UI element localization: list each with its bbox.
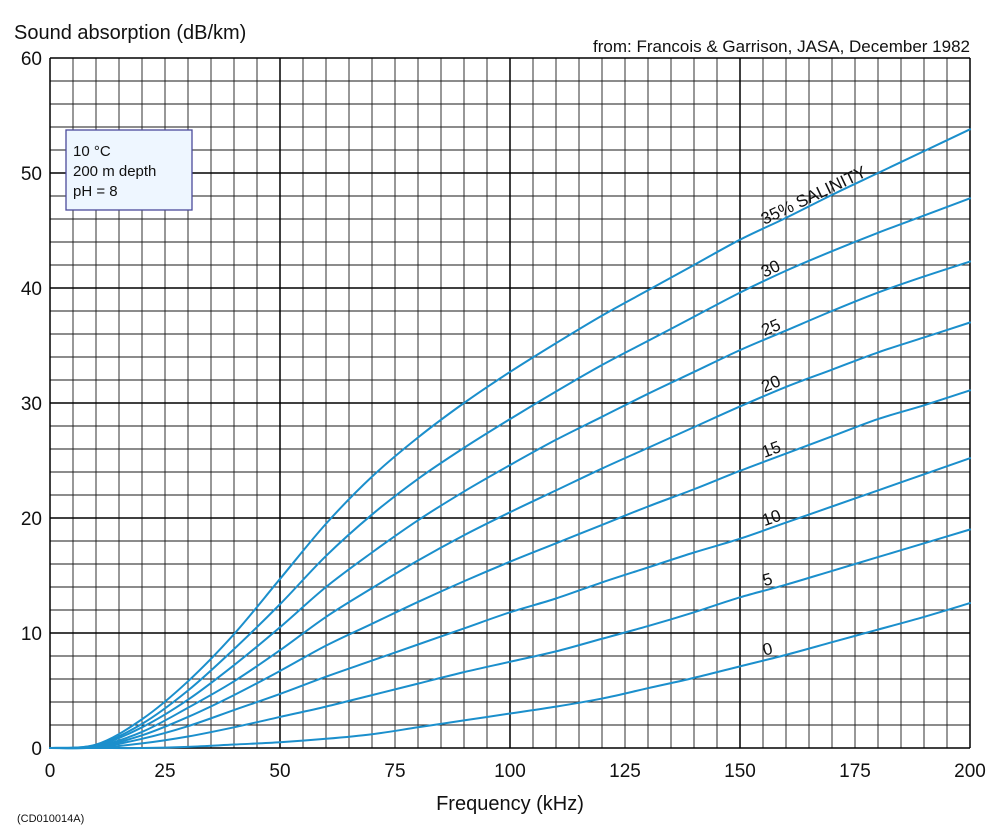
- x-tick-label: 125: [609, 761, 641, 782]
- x-tick-label: 150: [724, 761, 756, 782]
- series-line-0: [49, 602, 971, 750]
- y-tick-label: 30: [21, 394, 42, 415]
- x-tick-label: 50: [269, 761, 290, 782]
- x-axis-label: Frequency (kHz): [436, 793, 584, 815]
- series-lines: [49, 128, 971, 750]
- figure-code: (CD010014A): [17, 813, 84, 825]
- y-tick-label: 10: [21, 624, 42, 645]
- series-line-35: [49, 128, 971, 749]
- series-line-25: [49, 260, 971, 750]
- x-tick-labels: 0 25 50 75 100 125 150 175 200: [45, 761, 986, 782]
- conditions-box-frame: [65, 129, 193, 211]
- source-note: from: Francois & Garrison, JASA, Decembe…: [593, 37, 970, 56]
- condition-depth: 200 m depth: [73, 163, 156, 180]
- condition-temperature: 10 °C: [73, 143, 111, 160]
- x-tick-label: 175: [839, 761, 871, 782]
- conditions-box: 10 °C 200 m depth pH = 8: [65, 129, 193, 211]
- x-tick-label: 200: [954, 761, 986, 782]
- series-line-5: [49, 528, 971, 750]
- x-tick-label: 100: [494, 761, 526, 782]
- y-tick-labels: 0 10 20 30 40 50 60: [21, 49, 42, 760]
- y-tick-label: 60: [21, 49, 42, 70]
- series-label-0: 0: [761, 639, 775, 660]
- y-tick-label: 0: [31, 739, 42, 760]
- series-line-15: [49, 389, 971, 750]
- x-tick-label: 75: [384, 761, 405, 782]
- series-line-20: [49, 321, 971, 750]
- y-tick-label: 20: [21, 509, 42, 530]
- y-tick-label: 40: [21, 279, 42, 300]
- x-tick-label: 0: [45, 761, 56, 782]
- series-line-10: [49, 457, 971, 750]
- y-axis-label: Sound absorption (dB/km): [14, 22, 246, 44]
- condition-ph: pH = 8: [73, 183, 118, 200]
- y-tick-label: 50: [21, 164, 42, 185]
- series-line-30: [49, 197, 971, 749]
- x-tick-label: 25: [154, 761, 175, 782]
- major-grid: [49, 57, 971, 749]
